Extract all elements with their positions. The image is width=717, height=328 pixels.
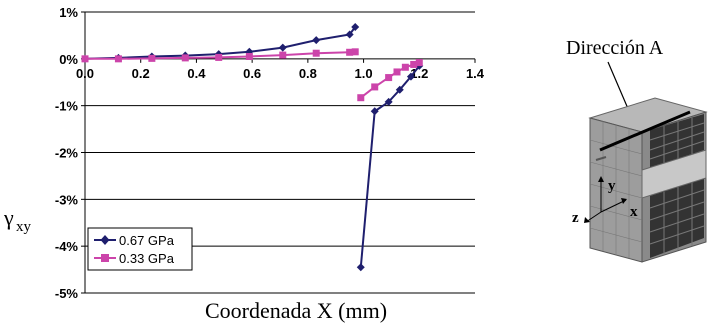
legend-label-1: 0.33 GPa	[119, 251, 175, 266]
axis-y-label: y	[608, 178, 616, 194]
x-tick-label-1: 0.2	[132, 66, 150, 81]
y-tick-label-1: 0%	[59, 52, 78, 67]
y-tick-label-2: -1%	[55, 99, 79, 114]
series-0-line-0	[84, 26, 357, 60]
y-axis-title: γ	[3, 205, 14, 230]
grid	[85, 11, 475, 294]
series-1-point-1-4	[401, 63, 409, 71]
x-tick-label-6: 1.2	[410, 66, 428, 81]
series-1-point-0-3	[181, 54, 189, 62]
series-1-point-1-5	[410, 60, 418, 68]
cube-front-grid	[589, 121, 643, 258]
cube-small-mark	[595, 156, 607, 161]
x-tick-label-0: 0.0	[76, 66, 94, 81]
y-tick-label-5: -4%	[55, 239, 79, 254]
x-tick-labels: 0.0 0.2 0.4 0.6 0.8 1.0 1.2 1.4	[76, 66, 485, 81]
series-0-point-1-4	[406, 72, 415, 81]
axis-z-head	[584, 217, 590, 223]
legend-marker-1	[101, 254, 109, 262]
cube-dark-band-bottom	[649, 178, 705, 258]
series-0-point-1-3	[395, 85, 404, 94]
diagram-label: Dirección A	[566, 37, 664, 59]
direction-a-line	[599, 110, 691, 152]
y-axis-title-sub: xy	[16, 219, 32, 235]
series-0-point-0-9	[351, 22, 360, 31]
series-1-point-0-7	[312, 49, 320, 57]
series-1-point-0-1	[114, 55, 122, 63]
axis-z-arrow	[585, 211, 602, 223]
series-1-point-0-6	[279, 51, 287, 59]
cube-notch	[641, 149, 707, 199]
x-tick-label-4: 0.8	[299, 66, 317, 81]
y-tick-labels: 1% 0% -1% -2% -3% -4% -5%	[55, 5, 79, 301]
series-1-point-0-5	[245, 52, 253, 60]
y-tick-label-3: -2%	[55, 146, 79, 161]
series-1-line-0	[85, 50, 356, 60]
series-1-point-1-0	[357, 94, 365, 102]
x-axis-title: Coordenada X (mm)	[205, 298, 387, 323]
x-tick-label-5: 1.0	[355, 66, 373, 81]
series-1-point-0-9	[351, 48, 359, 56]
series-0-point-0-7	[312, 36, 321, 45]
legend-marker-0	[100, 235, 110, 245]
x-tick-label-3: 0.6	[243, 66, 261, 81]
axis-x-head	[621, 198, 627, 204]
series-1-point-0-0	[81, 55, 89, 63]
series-1-point-0-2	[148, 54, 156, 62]
series-1-point-1-2	[385, 74, 393, 82]
series-0-point-0-6	[278, 43, 287, 52]
series-0-point-1-0	[356, 263, 365, 272]
series-0-point-0-8	[345, 30, 354, 39]
y-tick-label-0: 1%	[59, 5, 78, 20]
axis-z-label: z	[572, 210, 579, 226]
x-tick-label-7: 1.4	[466, 66, 485, 81]
legend: 0.67 GPa 0.33 GPa	[87, 227, 193, 271]
y-tick-label-4: -3%	[55, 192, 79, 207]
x-tick-label-2: 0.4	[187, 66, 206, 81]
series-1-point-0-4	[215, 53, 223, 61]
y-tick-label-6: -5%	[55, 286, 79, 301]
legend-label-0: 0.67 GPa	[119, 233, 175, 248]
series-1-point-1-6	[415, 59, 423, 67]
series-0-point-1-2	[384, 97, 393, 106]
axis-x-label: x	[630, 204, 638, 220]
axis-x-arrow	[600, 199, 627, 213]
legend-box	[87, 227, 193, 271]
series-layer	[81, 22, 424, 272]
axis-y-head	[598, 176, 604, 182]
series-1-point-1-3	[393, 68, 401, 76]
series-0-point-1-1	[370, 107, 379, 116]
diagram: Dirección A	[566, 37, 708, 263]
series-1-point-1-1	[371, 83, 379, 91]
series-1-point-0-8	[346, 48, 354, 56]
